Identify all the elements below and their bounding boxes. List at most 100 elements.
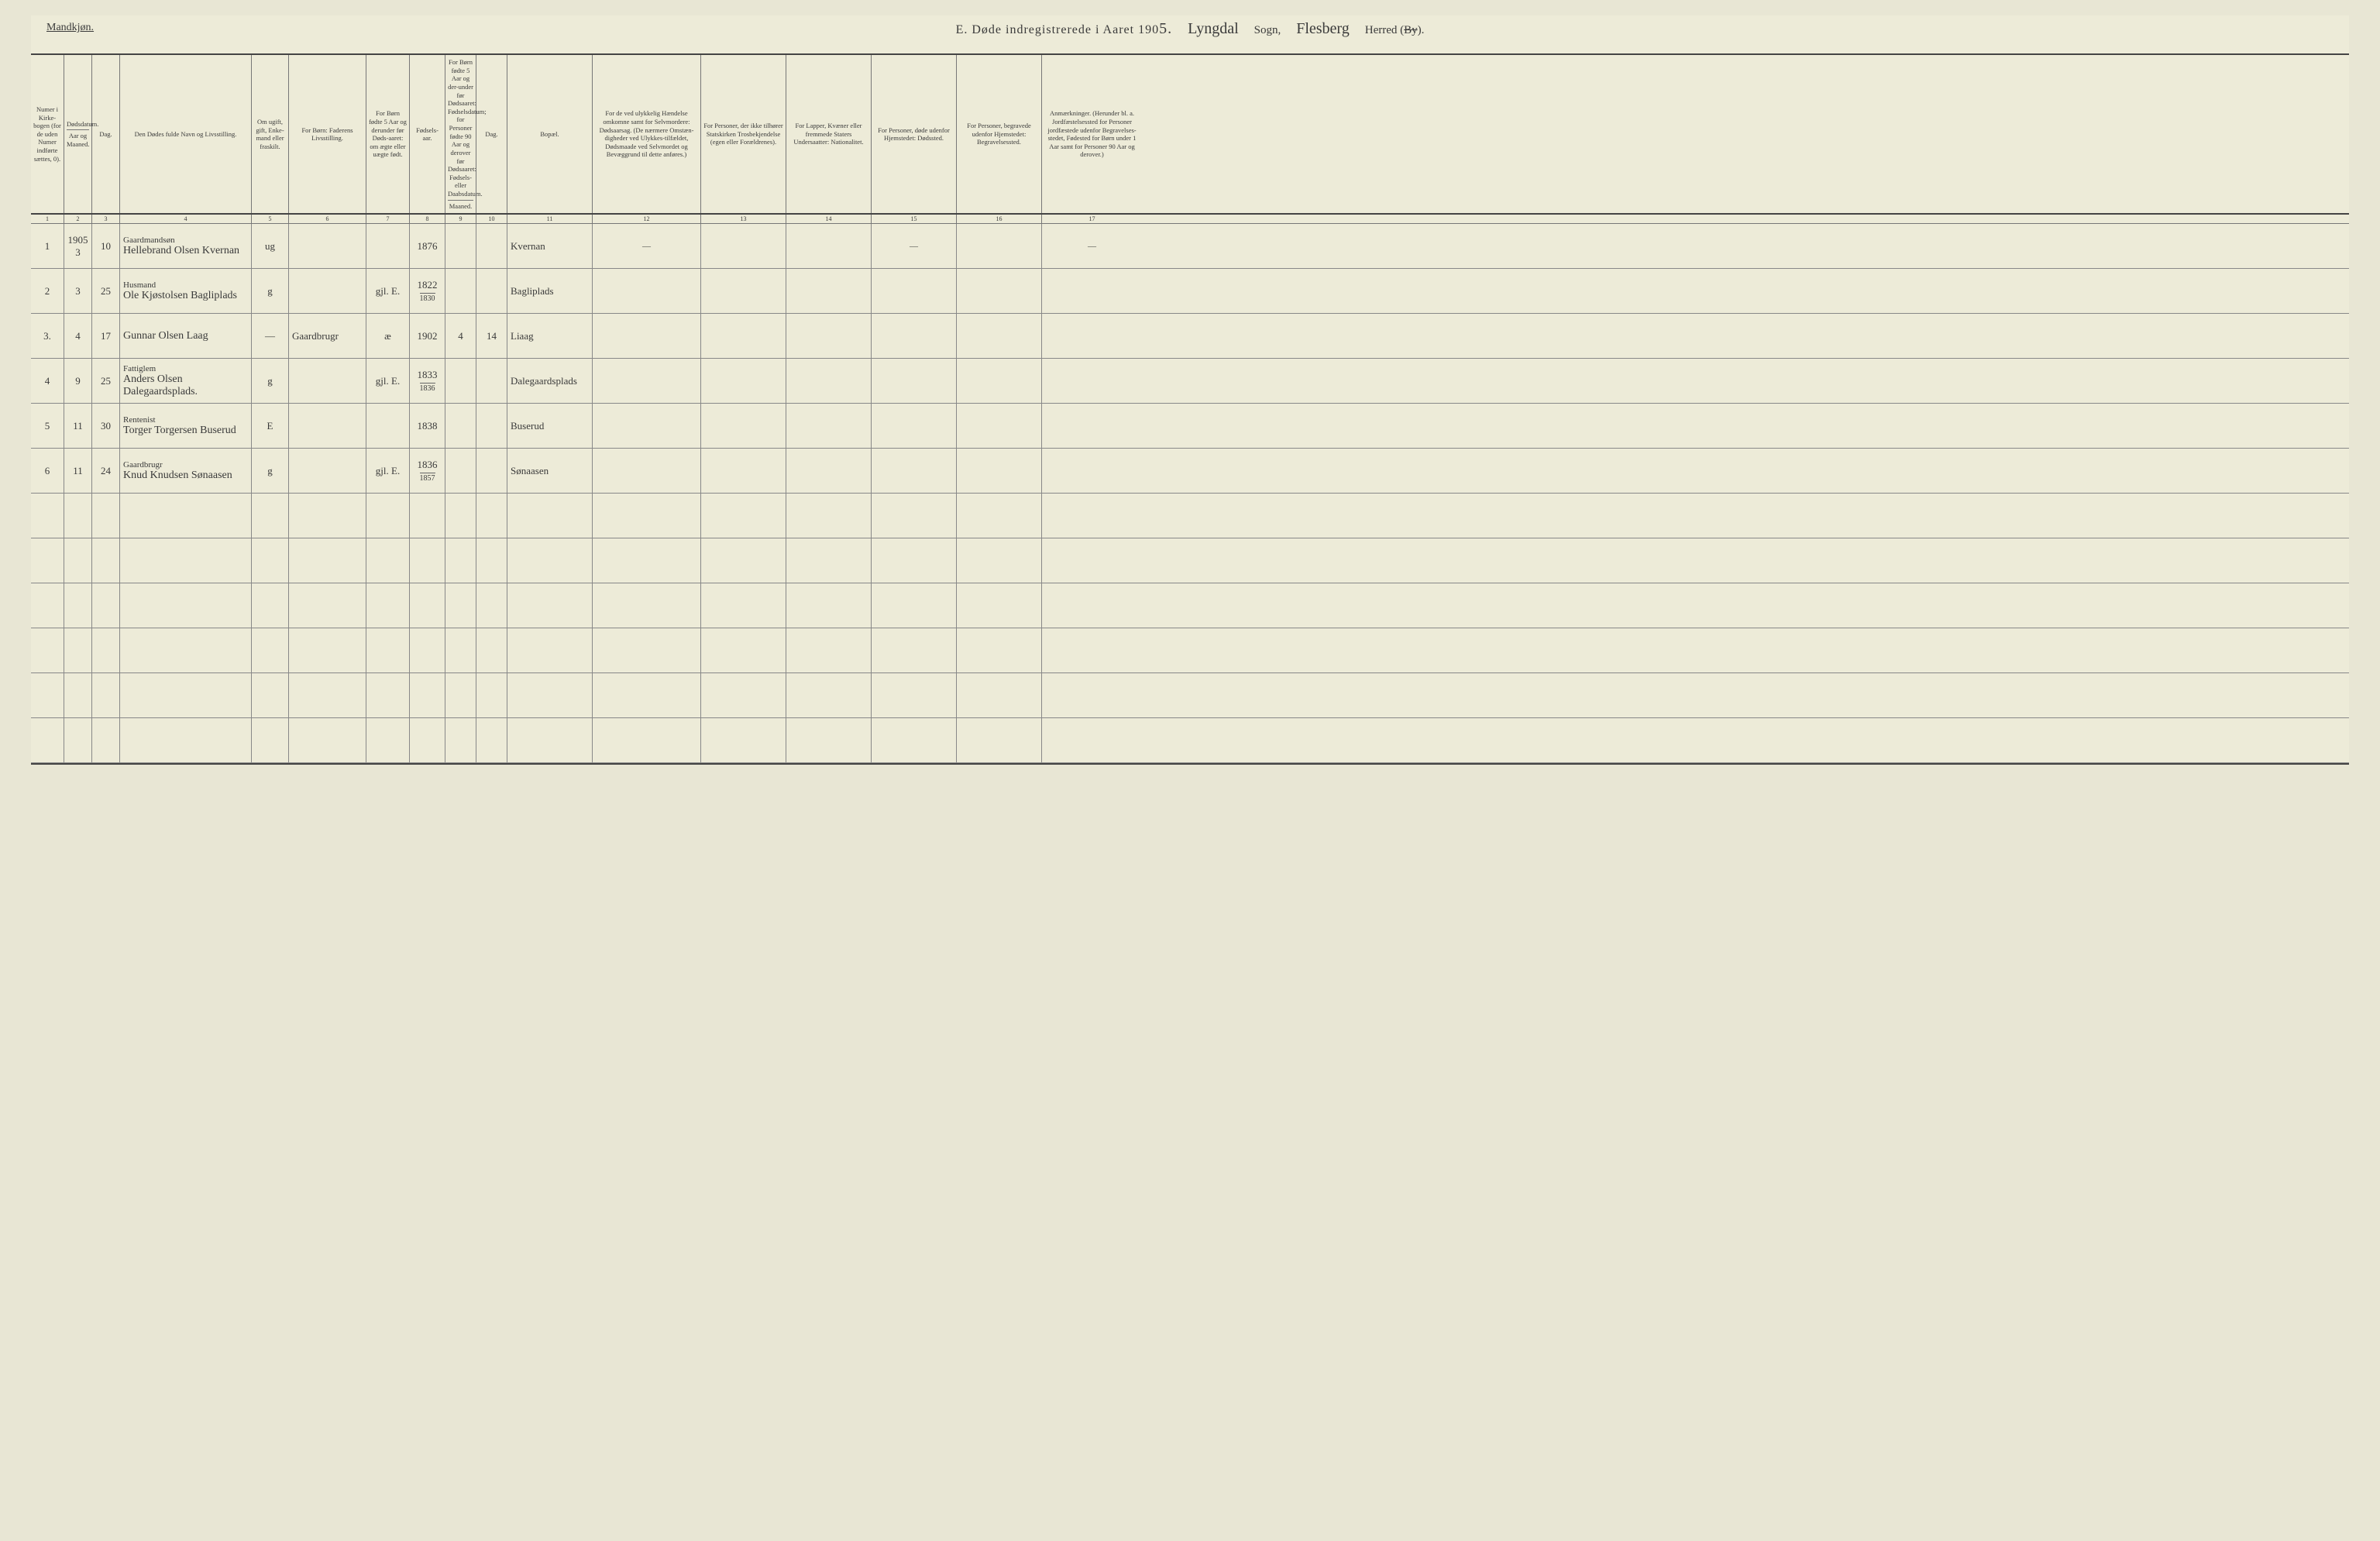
column-number: 8 (409, 215, 445, 223)
cell-blank (507, 718, 592, 762)
cell-num: 1 (31, 224, 64, 268)
column-number: 17 (1041, 215, 1142, 223)
cell-blank (445, 628, 476, 672)
cell-blank (476, 583, 507, 628)
cell-name: HusmandOle Kjøstolsen Bagliplads (119, 269, 251, 313)
cell-blank (445, 538, 476, 583)
column-number: 7 (366, 215, 409, 223)
cell-16 (956, 449, 1041, 493)
cell-blank (1041, 718, 1142, 762)
cell-blank (409, 718, 445, 762)
cell-status: ug (251, 224, 288, 268)
cell-blank (91, 494, 119, 538)
cell-blank (592, 628, 700, 672)
cell-blank (31, 673, 64, 717)
cell-birth-year: 1876 (409, 224, 445, 268)
cell-16 (956, 404, 1041, 448)
cell-place: Bagliplads (507, 269, 592, 313)
cell-15 (871, 449, 956, 493)
title-row: E. Døde indregistrerede i Aaret 1905. Ly… (31, 15, 2349, 38)
cell-blank (956, 583, 1041, 628)
cell-13 (700, 449, 786, 493)
gender-label: Mandkjøn. (46, 22, 94, 34)
cell-year-month: 11 (64, 404, 91, 448)
cell-blank (507, 583, 592, 628)
cell-blank (31, 583, 64, 628)
cell-name: GaardbrugrKnud Knudsen Sønaasen (119, 449, 251, 493)
cell-15: — (871, 224, 956, 268)
cell-14 (786, 449, 871, 493)
cell-blank (119, 718, 251, 762)
cell-blank (871, 538, 956, 583)
cell-legit (366, 404, 409, 448)
cell-13 (700, 359, 786, 403)
cell-16 (956, 269, 1041, 313)
cell-father (288, 269, 366, 313)
cell-17: — (1041, 224, 1142, 268)
cell-legit: gjl. E. (366, 449, 409, 493)
cell-blank (700, 718, 786, 762)
cell-day: 17 (91, 314, 119, 358)
title-main: E. Døde indregistrerede i Aaret 1905. (956, 20, 1172, 38)
cell-blank (366, 673, 409, 717)
cell-blank (366, 583, 409, 628)
cell-blank (956, 673, 1041, 717)
cell-blank (91, 673, 119, 717)
cell-blank (409, 494, 445, 538)
cell-blank (476, 538, 507, 583)
column-number: 10 (476, 215, 507, 223)
cell-blank (119, 583, 251, 628)
cell-16 (956, 359, 1041, 403)
cell-blank (700, 628, 786, 672)
cell-blank (1041, 673, 1142, 717)
cell-birth-year: 18221830 (409, 269, 445, 313)
table-row: 11905310GaardmandsønHellebrand Olsen Kve… (31, 224, 2349, 269)
cell-blank (592, 538, 700, 583)
cell-blank (476, 673, 507, 717)
col-header-5: Om ugift, gift, Enke-mand eller fraskilt… (251, 55, 288, 213)
cell-blank (91, 628, 119, 672)
data-rows: 11905310GaardmandsønHellebrand Olsen Kve… (31, 224, 2349, 763)
cell-17 (1041, 404, 1142, 448)
cell-place: Liaag (507, 314, 592, 358)
col-header-2: Dødsdatum. Aar og Maaned. (64, 55, 91, 213)
col-header-15: For Personer, døde udenfor Hjemstedet: D… (871, 55, 956, 213)
cell-blank (956, 538, 1041, 583)
cell-12 (592, 404, 700, 448)
cell-blank (409, 583, 445, 628)
cell-blank (786, 673, 871, 717)
cell-blank (445, 718, 476, 762)
cell-legit (366, 224, 409, 268)
cell-blank (592, 494, 700, 538)
cell-blank (786, 718, 871, 762)
cell-birth-day (476, 449, 507, 493)
cell-blank (592, 718, 700, 762)
cell-num: 3. (31, 314, 64, 358)
cell-blank (507, 538, 592, 583)
table-row: 2325HusmandOle Kjøstolsen Baglipladsggjl… (31, 269, 2349, 314)
cell-15 (871, 269, 956, 313)
cell-blank (786, 583, 871, 628)
cell-13 (700, 224, 786, 268)
column-number: 4 (119, 215, 251, 223)
table-row: 3.417Gunnar Olsen Laag—Gaardbrugræ190241… (31, 314, 2349, 359)
cell-blank (956, 494, 1041, 538)
table-row-blank (31, 673, 2349, 718)
cell-father: Gaardbrugr (288, 314, 366, 358)
cell-16 (956, 224, 1041, 268)
cell-blank (91, 538, 119, 583)
cell-blank (251, 583, 288, 628)
cell-blank (64, 494, 91, 538)
col-header-17: Anmærkninger. (Herunder bl. a. Jordfæste… (1041, 55, 1142, 213)
cell-year-month: 9 (64, 359, 91, 403)
cell-blank (1041, 494, 1142, 538)
cell-17 (1041, 269, 1142, 313)
cell-blank (507, 673, 592, 717)
column-number: 9 (445, 215, 476, 223)
cell-birth-year: 1902 (409, 314, 445, 358)
cell-place: Buserud (507, 404, 592, 448)
table-row: 61124GaardbrugrKnud Knudsen Sønaasenggjl… (31, 449, 2349, 494)
cell-status: g (251, 449, 288, 493)
cell-blank (700, 583, 786, 628)
cell-blank (288, 628, 366, 672)
